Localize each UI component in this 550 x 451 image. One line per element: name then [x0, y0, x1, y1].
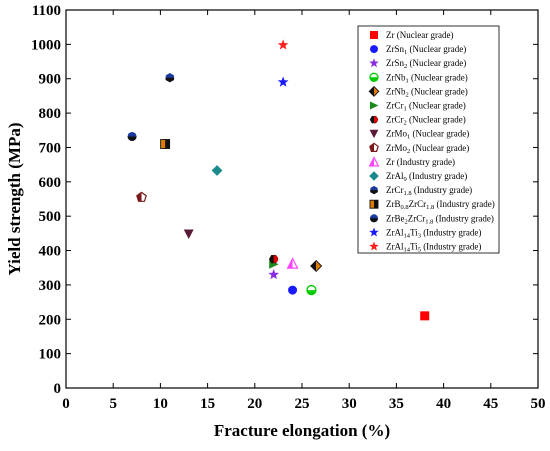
- legend-entry: ZrCr1.8 (Industry grade): [386, 185, 472, 197]
- legend: Zr (Nuclear grade) ZrSn1 (Nuclear grade) Z…: [357, 25, 500, 254]
- data-point: [136, 191, 147, 202]
- legend-entry: ZrBe2ZrCr1.8 (Industry grade): [386, 213, 494, 225]
- legend-entry: ZrAl9 (Industry grade): [386, 171, 467, 183]
- data-point: [127, 131, 137, 141]
- legend-marker: [369, 241, 379, 251]
- y-tick-label: 700: [39, 140, 62, 156]
- legend-marker: [369, 199, 379, 209]
- data-point: [268, 268, 280, 280]
- y-tick-label: 200: [39, 312, 62, 328]
- x-axis: 0 5 10 15 20 25 30 35 40 45 50: [62, 10, 546, 412]
- y-tick-label: 1100: [32, 3, 61, 19]
- legend-marker: [370, 185, 378, 195]
- data-point: [310, 259, 323, 273]
- x-tick-label: 0: [62, 396, 70, 412]
- legend-marker: [370, 101, 379, 110]
- legend-marker: [369, 227, 379, 237]
- x-tick-label: 40: [436, 396, 451, 412]
- data-point: [277, 76, 289, 87]
- data-point: [288, 285, 298, 295]
- legend-marker: [370, 45, 378, 54]
- legend-marker: [368, 156, 380, 167]
- legend-marker: [369, 129, 379, 139]
- y-tick-label: 0: [54, 381, 62, 397]
- y-tick-label: 600: [39, 175, 62, 191]
- legend-entry: ZrNb1 (Nuclear grade): [386, 72, 468, 84]
- x-axis-label: Fracture elongation (%): [214, 421, 390, 440]
- data-point: [160, 139, 171, 149]
- legend-entry: ZrAl14Ti5 (Industry grade): [386, 242, 481, 254]
- data-point: [306, 284, 317, 296]
- legend-entry: ZrCr1 (Nuclear grade): [386, 101, 466, 113]
- x-tick-label: 5: [109, 396, 117, 412]
- data-point: [286, 257, 299, 269]
- y-tick-label: 100: [39, 347, 62, 363]
- data-point: [420, 311, 430, 321]
- legend-marker: [369, 115, 379, 124]
- x-tick-label: 35: [389, 396, 404, 412]
- legend-entry: Zr (Nuclear grade): [386, 30, 453, 40]
- x-tick-label: 50: [531, 396, 546, 412]
- legend-entry: ZrMo1 (Nuclear grade): [386, 129, 469, 141]
- y-tick-label: 300: [39, 278, 62, 294]
- data-point: [268, 254, 279, 264]
- legend-entry: Zr (Industry grade): [386, 157, 455, 167]
- legend-marker: [368, 85, 380, 97]
- data-point: [211, 165, 223, 176]
- data-point: [165, 72, 175, 83]
- legend-entry: ZrB0.8ZrCr1.8 (Industry grade): [386, 199, 495, 211]
- legend-entry: ZrSn2 (Nuclear grade): [386, 58, 466, 70]
- legend-marker: [370, 214, 378, 223]
- legend-entry: ZrNb2 (Nuclear grade): [386, 86, 468, 98]
- legend-marker: [369, 58, 379, 68]
- data-points: [127, 39, 430, 321]
- y-tick-label: 500: [39, 209, 62, 225]
- y-tick-label: 900: [39, 72, 62, 88]
- legend-entry: ZrAl14Ti3 (Industry grade): [386, 227, 481, 239]
- legend-entry: ZrMo2 (Nuclear grade): [386, 143, 469, 155]
- legend-entry: ZrSn1 (Nuclear grade): [386, 44, 466, 56]
- x-tick-label: 30: [342, 396, 357, 412]
- data-point: [277, 39, 289, 50]
- y-tick-label: 400: [39, 244, 62, 260]
- x-tick-label: 10: [153, 396, 168, 412]
- x-tick-label: 45: [483, 396, 498, 412]
- y-axis-label: Yield strength (MPa): [5, 123, 24, 276]
- legend-marker: [369, 171, 379, 181]
- x-tick-label: 25: [295, 396, 310, 412]
- y-tick-label: 1000: [31, 37, 61, 53]
- y-tick-label: 800: [39, 106, 62, 122]
- legend-marker: [369, 142, 379, 152]
- x-tick-label: 20: [247, 396, 262, 412]
- legend-marker: [370, 31, 378, 39]
- legend-marker: [369, 72, 379, 82]
- x-tick-label: 15: [200, 396, 215, 412]
- legend-entry: ZrCr2 (Nuclear grade): [386, 115, 466, 127]
- data-point: [183, 229, 194, 239]
- y-axis: 0 100 200 300 400 500 600 700 800 900 1000 1100: [31, 3, 538, 397]
- legend-box: [357, 25, 500, 254]
